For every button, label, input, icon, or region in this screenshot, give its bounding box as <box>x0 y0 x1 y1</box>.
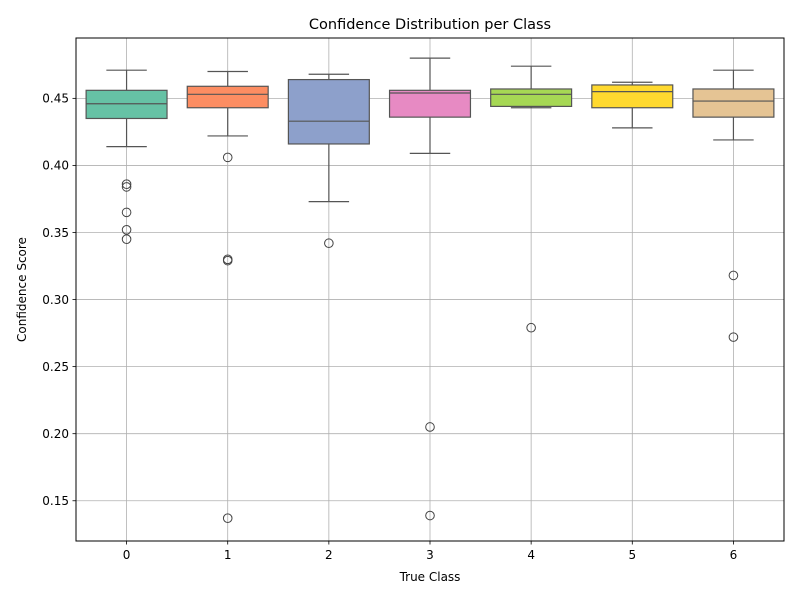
box-group-class-0 <box>85 69 168 244</box>
y-axis-label: Confidence Score <box>15 237 29 342</box>
y-tick-label: 0.20 <box>42 427 69 441</box>
outlier-point <box>222 152 233 163</box>
outlier-point <box>425 510 435 521</box>
outlier-point <box>222 255 233 266</box>
y-tick-label: 0.25 <box>42 360 69 374</box>
y-tick-label: 0.45 <box>42 92 69 106</box>
y-tick-label: 0.30 <box>42 293 69 307</box>
x-tick-label: 2 <box>325 548 333 562</box>
outlier-point <box>121 179 132 190</box>
outlier-point <box>728 332 739 342</box>
x-tick-label: 4 <box>527 548 535 562</box>
outlier-point <box>324 238 334 249</box>
iqr-box <box>388 89 472 118</box>
outlier-point <box>222 513 233 523</box>
boxes <box>85 57 775 523</box>
box-group-class-5 <box>591 81 674 129</box>
box-group-class-2 <box>287 73 370 249</box>
outlier-point <box>121 182 132 192</box>
box-group-class-3 <box>388 57 472 521</box>
iqr-box <box>186 85 269 109</box>
outlier-point <box>121 225 132 235</box>
x-tick-label: 6 <box>730 548 738 562</box>
x-tick-label: 0 <box>123 548 131 562</box>
y-tick-label: 0.35 <box>42 226 69 240</box>
iqr-box <box>85 89 168 120</box>
outlier-point <box>728 270 739 281</box>
outlier-point <box>526 322 536 333</box>
iqr-box <box>591 84 674 109</box>
iqr-box <box>692 88 775 118</box>
outlier-point <box>121 207 132 218</box>
x-tick-label: 1 <box>224 548 232 562</box>
chart-title: Confidence Distribution per Class <box>309 17 551 33</box>
axis-ticks: 0.15 0.20 0.25 0.30 0.35 0.40 0.45 0 1 2 3 4 5 6 <box>42 92 737 562</box>
y-tick-label: 0.40 <box>42 159 69 173</box>
outlier-point <box>121 234 132 244</box>
iqr-box <box>287 78 370 145</box>
iqr-box <box>490 88 573 108</box>
box-group-class-1 <box>186 70 269 523</box>
box-group-class-6 <box>692 69 775 342</box>
x-tick-label: 5 <box>628 548 636 562</box>
box-group-class-4 <box>490 65 573 333</box>
x-axis-label: True Class <box>399 570 461 584</box>
x-tick-label: 3 <box>426 548 434 562</box>
y-tick-label: 0.15 <box>42 494 69 508</box>
outlier-point <box>425 422 435 432</box>
